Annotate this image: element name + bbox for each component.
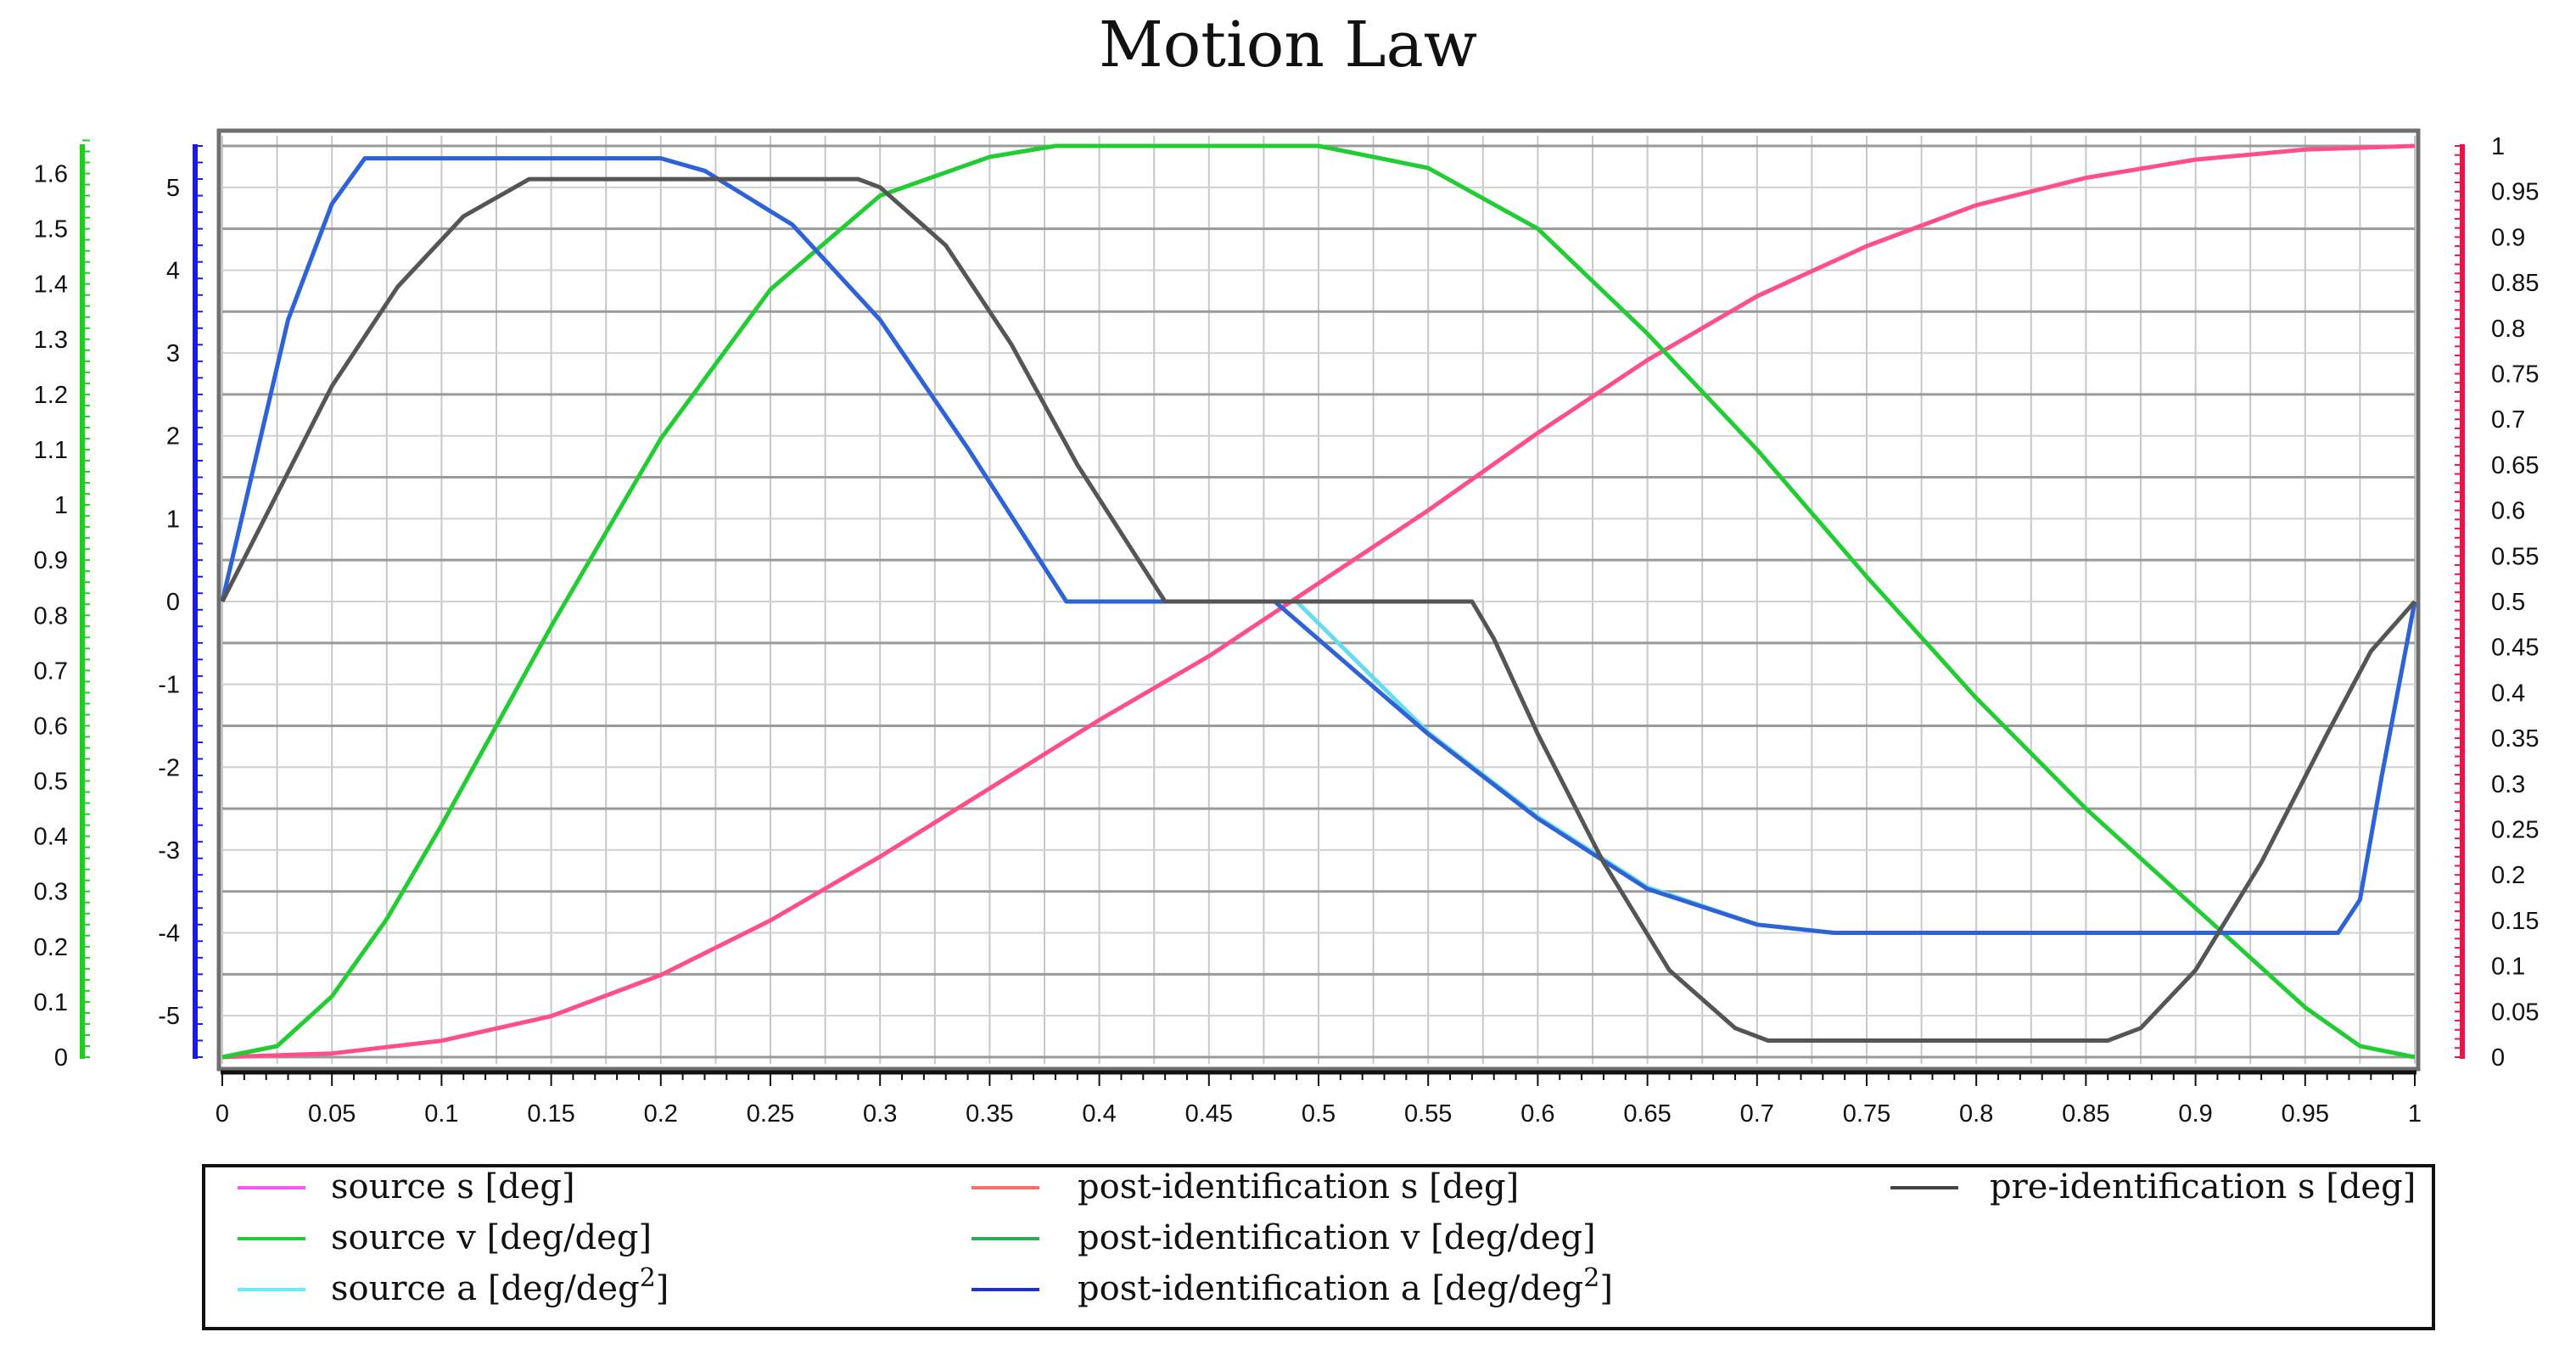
acceleration-axis-label: 5: [166, 175, 180, 202]
acceleration-axis-label: -5: [158, 1003, 180, 1030]
x-tick-label: 1: [2408, 1100, 2422, 1128]
x-tick-label: 0.7: [1740, 1100, 1774, 1128]
x-tick-label: 0.95: [2282, 1100, 2329, 1128]
velocity-axis-label: 1.2: [34, 382, 68, 409]
x-tick-label: 0.4: [1082, 1100, 1116, 1128]
x-tick-label: 0.85: [2062, 1100, 2109, 1128]
x-tick-label: 0.55: [1404, 1100, 1452, 1128]
velocity-axis-label: 1.4: [34, 271, 68, 299]
displacement-axis-label: 0.45: [2491, 635, 2539, 662]
displacement-axis-label: 0.7: [2491, 406, 2525, 434]
displacement-axis-label: 0.3: [2491, 771, 2525, 798]
velocity-axis-label: 0: [54, 1044, 68, 1072]
legend-label: source a [deg/deg2]: [331, 1263, 669, 1308]
legend-superscript: 2: [640, 1263, 656, 1293]
legend-box: [202, 1164, 2435, 1330]
displacement-axis-label: 0.15: [2491, 908, 2539, 935]
x-tick-label: 0.45: [1185, 1100, 1233, 1128]
displacement-axis-label: 0.4: [2491, 680, 2525, 707]
acceleration-axis-label: -3: [158, 837, 180, 865]
velocity-axis-label: 0.4: [34, 824, 68, 851]
displacement-axis-label: 0.95: [2491, 179, 2539, 206]
velocity-axis-label: 0.1: [34, 989, 68, 1016]
displacement-axis-label: 0.8: [2491, 316, 2525, 343]
displacement-axis-label: 0.05: [2491, 999, 2539, 1026]
x-tick-label: 0.2: [644, 1100, 678, 1128]
velocity-axis-label: 1.5: [34, 216, 68, 243]
acceleration-axis-label: -2: [158, 754, 180, 781]
x-tick-label: 0.9: [2178, 1100, 2212, 1128]
x-tick-label: 0.65: [1623, 1100, 1671, 1128]
acceleration-axis-label: 0: [166, 589, 180, 616]
displacement-axis-label: 0: [2491, 1044, 2505, 1072]
velocity-axis-label: 0.5: [34, 769, 68, 796]
acceleration-axis-label: 4: [166, 257, 180, 284]
x-tick-label: 0.75: [1843, 1100, 1890, 1128]
displacement-axis-label: 0.75: [2491, 361, 2539, 389]
legend-label: post-identification s [deg]: [1078, 1167, 1519, 1206]
legend-label: pre-identification s [deg]: [1990, 1167, 2416, 1206]
displacement-axis-label: 1: [2491, 133, 2505, 160]
x-tick-label: 0: [216, 1100, 229, 1128]
displacement-axis-label: 0.55: [2491, 543, 2539, 570]
velocity-axis-label: 0.2: [34, 934, 68, 961]
velocity-axis-label: 0.8: [34, 602, 68, 630]
legend-close-bracket: ]: [656, 1269, 669, 1308]
velocity-axis-label: 1.6: [34, 161, 68, 188]
x-tick-label: 0.35: [966, 1100, 1013, 1128]
displacement-axis-label: 0.1: [2491, 954, 2525, 981]
series-lines: [220, 143, 2417, 1060]
displacement-axis-label: 0.5: [2491, 589, 2525, 616]
legend-close-bracket: ]: [1599, 1269, 1613, 1308]
series-line: [221, 143, 2416, 1060]
velocity-axis-label: 1: [54, 492, 68, 519]
legend-label: source v [deg/deg]: [331, 1218, 652, 1257]
legend-superscript: 2: [1583, 1263, 1599, 1293]
acceleration-axis-label: -1: [158, 672, 180, 699]
legend: source s [deg] source v [deg/deg] source a…: [202, 1164, 2435, 1330]
plot-frame: [216, 128, 2421, 1072]
series-line: [220, 176, 2416, 1043]
velocity-axis-label: 0.9: [34, 547, 68, 574]
acceleration-axis-label: 1: [166, 506, 180, 533]
x-tick-label: 0.6: [1520, 1100, 1554, 1128]
legend-label: post-identification v [deg/deg]: [1078, 1218, 1596, 1257]
series-line: [221, 143, 2416, 1060]
legend-label: post-identification a [deg/deg2]: [1078, 1263, 1613, 1308]
x-tick-label: 0.05: [308, 1100, 356, 1128]
axes-group: 0 0.05 0.1 0.15 0.2 0.25 0.3 0.35 0.4 0.45 0.5 0.55…: [34, 133, 2540, 1128]
velocity-axis-label: 0.3: [34, 879, 68, 906]
x-tick-label: 0.3: [863, 1100, 897, 1128]
displacement-axis-label: 0.85: [2491, 270, 2539, 297]
x-tick-label: 0.25: [747, 1100, 794, 1128]
x-tick-label: 0.1: [424, 1100, 458, 1128]
x-tick-label: 0.5: [1302, 1100, 1336, 1128]
displacement-axis-label: 0.9: [2491, 224, 2525, 251]
displacement-axis-label: 0.2: [2491, 862, 2525, 889]
acceleration-axis-label: 2: [166, 423, 180, 451]
chart-title: Motion Law: [1099, 8, 1477, 81]
displacement-axis-label: 0.35: [2491, 725, 2539, 753]
acceleration-axis-label: -4: [158, 921, 180, 948]
velocity-axis-label: 0.7: [34, 658, 68, 685]
velocity-axis-label: 0.6: [34, 713, 68, 740]
legend-label: source s [deg]: [331, 1167, 575, 1206]
displacement-axis-label: 0.6: [2491, 498, 2525, 525]
velocity-axis-label: 1.1: [34, 437, 68, 464]
x-tick-label: 0.15: [527, 1100, 574, 1128]
acceleration-axis-label: 3: [166, 340, 180, 367]
velocity-axis-label: 1.3: [34, 327, 68, 354]
displacement-axis-label: 0.25: [2491, 817, 2539, 844]
displacement-axis-label: 0.65: [2491, 452, 2539, 479]
x-tick-label: 0.8: [1959, 1100, 1993, 1128]
